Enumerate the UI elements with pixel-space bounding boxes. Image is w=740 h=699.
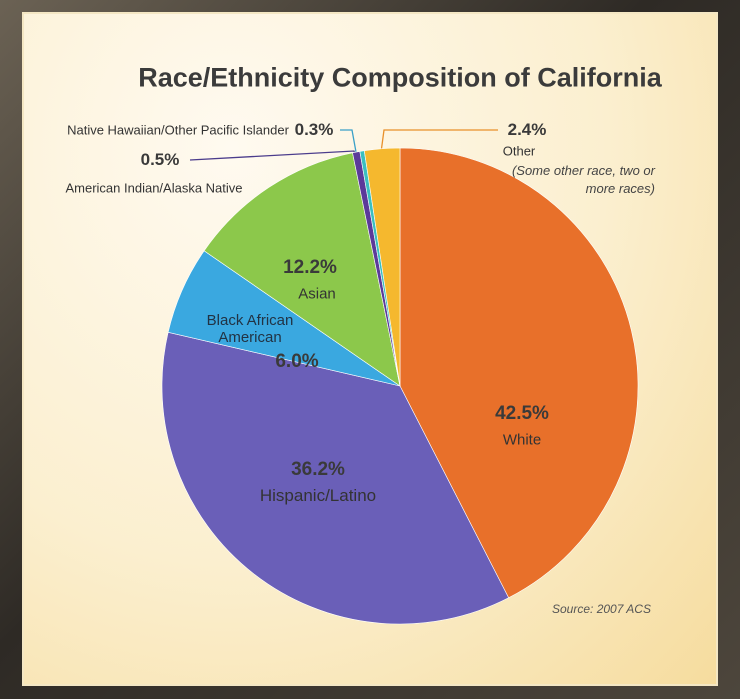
source: Source: 2007 ACS [552,602,651,616]
value-label: 36.2% [291,459,345,481]
category-label: Hispanic/Latino [260,486,376,506]
chart-title: Race/Ethnicity Composition of California [138,63,662,94]
category-label: Other [503,144,536,159]
page: Race/Ethnicity Composition of California… [0,0,740,699]
value-label: 42.5% [495,403,549,425]
category-label: Black African American [190,312,310,346]
category-label: White [503,432,541,449]
value-label: 2.4% [508,120,547,140]
category-label: Asian [298,286,336,303]
value-label: 6.0% [275,351,318,373]
value-label: 0.5% [141,150,180,170]
chart [0,0,740,699]
category-label: American Indian/Alaska Native [65,181,242,196]
value-label: 12.2% [283,257,337,279]
category-label: Native Hawaiian/Other Pacific Islander [67,123,289,138]
annotation: (Some other race, two or more races) [505,162,655,198]
value-label: 0.3% [295,120,334,140]
